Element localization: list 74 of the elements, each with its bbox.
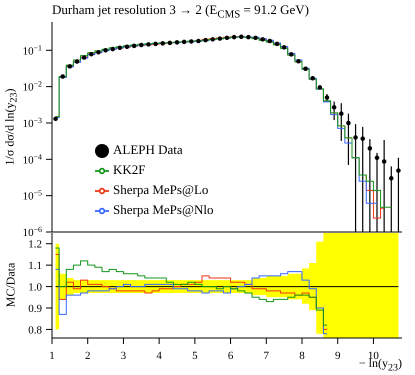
x-tick-label: 7 [264, 350, 270, 362]
point [132, 44, 136, 48]
y-tick-label: 0.8 [28, 324, 42, 336]
point [224, 36, 230, 40]
x-tick-label: 6 [228, 350, 234, 362]
point [124, 44, 130, 50]
point [253, 36, 258, 40]
point [332, 105, 336, 110]
point [174, 40, 180, 45]
point [82, 55, 86, 60]
legend-label: Sherpa MePs@Lo [113, 182, 208, 197]
point [53, 116, 58, 122]
y-tick-label: 10$^{−4}$ [22, 152, 42, 166]
x-tick-label: 4 [156, 350, 162, 362]
chart-title: Durham jet resolution 3 → 2 (E$_{CMS}$ = 91.2 GeV) [52, 2, 309, 21]
point [318, 85, 322, 90]
point [232, 34, 236, 40]
legend-label: ALEPH Data [113, 142, 183, 157]
point [96, 50, 101, 55]
point [246, 34, 251, 40]
point [360, 136, 365, 141]
x-tick-label: 8 [299, 350, 306, 362]
point [139, 42, 144, 48]
point [60, 74, 65, 79]
point [160, 41, 165, 46]
point [260, 37, 265, 42]
point [296, 58, 301, 64]
y-tick-label: 10$^{−5}$ [22, 188, 42, 203]
point [74, 59, 80, 64]
point [189, 39, 194, 44]
x-tick-label: 9 [334, 350, 341, 362]
y-tick-label: 1.1 [28, 260, 42, 272]
point [146, 42, 151, 47]
point [203, 38, 208, 42]
y-axis-title: MC/Data [4, 262, 18, 308]
y-tick-label: 10$^{−6}$ [22, 224, 42, 239]
point [368, 146, 372, 151]
point [289, 52, 294, 57]
x-tick-label: 3 [120, 350, 127, 362]
point [310, 76, 315, 80]
point [353, 135, 358, 140]
x-tick-label: 2 [84, 350, 90, 362]
point [346, 120, 351, 126]
legend-label: KK2F [113, 162, 146, 177]
point [274, 42, 280, 46]
point [389, 176, 394, 181]
x-tick-label: 5 [192, 350, 198, 362]
y-tick-label: 1.2 [28, 238, 42, 251]
point [110, 46, 115, 52]
x-tick-label: 1 [49, 350, 55, 362]
point [374, 156, 380, 160]
y-tick-label: 1.0 [28, 282, 42, 294]
point [103, 48, 108, 53]
point [68, 64, 72, 69]
point [303, 66, 308, 72]
y-tick-label: 10$^{−2}$ [22, 79, 42, 94]
point [282, 45, 286, 50]
y-tick-label: 10$^{−1}$ [22, 42, 42, 58]
point [118, 46, 122, 50]
point [182, 40, 186, 44]
point [168, 40, 172, 46]
point [268, 38, 272, 44]
y-tick-label: 10$^{−3}$ [22, 115, 42, 130]
point [218, 36, 222, 41]
point [396, 168, 401, 173]
point [153, 42, 158, 46]
y-tick-label: 0.9 [28, 303, 42, 315]
point [196, 38, 201, 44]
point [239, 34, 244, 40]
point [89, 52, 94, 56]
point [382, 159, 386, 164]
point [210, 37, 215, 42]
legend-label: Sherpa MePs@Nlo [113, 202, 214, 217]
point [339, 111, 344, 116]
